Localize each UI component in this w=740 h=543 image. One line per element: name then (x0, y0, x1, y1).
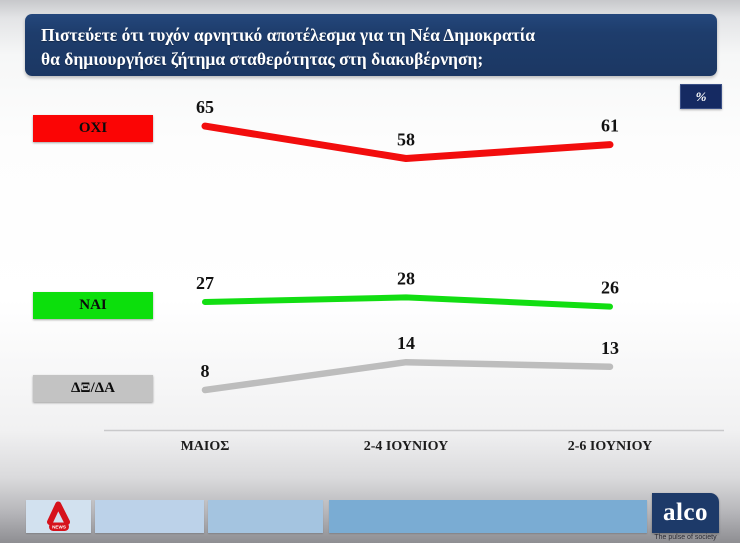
category-label: ΜΑΙΟΣ (181, 439, 230, 454)
legend-label-dxda: ΔΞ/ΔΑ (71, 380, 115, 396)
series-line-1 (201, 122, 614, 162)
question-title: Πιστεύετε ότι τυχόν αρνητικό αποτέλεσμα … (25, 14, 717, 76)
alpha-news-pill (48, 522, 69, 531)
category-label: 2-6 ΙΟΥΝΙΟΥ (568, 439, 652, 454)
alco-logo-text: alco (662, 499, 709, 526)
value-label: 27 (196, 273, 214, 293)
value-label: 13 (601, 338, 619, 358)
legend-label-oxi: ΟΧΙ (78, 120, 108, 136)
alco-logo: alco (652, 493, 719, 533)
footer-tile-3 (208, 500, 323, 533)
footer-tile-2 (95, 500, 204, 533)
legend-item-dxda: ΔΞ/ΔΑ (33, 375, 153, 402)
alpha-news-logo-icon: NEWS (46, 501, 70, 531)
value-label: 28 (397, 268, 415, 288)
value-label: 58 (397, 130, 415, 150)
legend-item-oxi: ΟΧΙ (33, 115, 153, 142)
legend-item-nai: ΝΑΙ (33, 292, 153, 319)
percent-unit-badge: % (680, 84, 722, 109)
legend-label-nai: ΝΑΙ (79, 297, 107, 313)
series-line-2 (202, 294, 613, 310)
series-line-3 (201, 358, 614, 394)
value-label: 65 (196, 97, 214, 117)
value-label: 8 (201, 361, 210, 381)
value-label: 61 (601, 116, 619, 136)
footer-tile-4 (329, 500, 647, 533)
value-label: 26 (601, 278, 619, 298)
category-label: 2-4 ΙΟΥΝΙΟΥ (364, 439, 448, 454)
footer-tile-alpha: NEWS (26, 500, 91, 533)
alpha-news-label: NEWS (52, 525, 66, 530)
alco-tagline: The pulse of society (654, 534, 717, 541)
value-label: 14 (397, 333, 415, 353)
alpha-a-glyph (46, 501, 70, 525)
